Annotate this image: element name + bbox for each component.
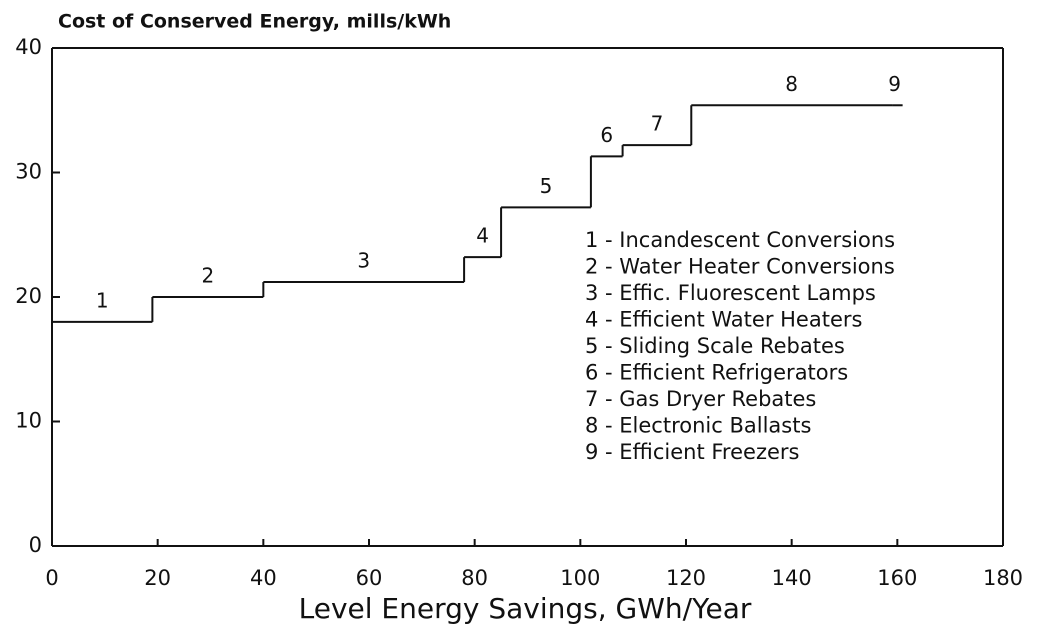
- step-label: 1: [96, 288, 109, 312]
- y-tick-label: 10: [15, 409, 42, 433]
- step-label: 2: [201, 264, 214, 288]
- legend-entry: 6 - Efficient Refrigerators: [585, 361, 848, 385]
- legend-entry: 3 - Effic. Fluorescent Lamps: [585, 281, 876, 305]
- legend-entry: 7 - Gas Dryer Rebates: [585, 387, 816, 411]
- x-tick-label: 40: [250, 566, 277, 590]
- x-tick-label: 140: [772, 566, 812, 590]
- legend-entry: 9 - Efficient Freezers: [585, 440, 799, 464]
- x-tick-label: 180: [983, 566, 1023, 590]
- x-tick-label: 100: [560, 566, 600, 590]
- legend-entry: 5 - Sliding Scale Rebates: [585, 334, 845, 358]
- step-label: 6: [600, 123, 613, 147]
- legend-entry: 2 - Water Heater Conversions: [585, 255, 895, 279]
- x-tick-label: 160: [877, 566, 917, 590]
- x-axis-label: Level Energy Savings, GWh/Year: [299, 592, 752, 625]
- x-tick-label: 80: [461, 566, 488, 590]
- step-label: 8: [785, 72, 798, 96]
- step-label: 3: [357, 249, 370, 273]
- legend-entry: 4 - Efficient Water Heaters: [585, 308, 862, 332]
- x-tick-label: 0: [45, 566, 58, 590]
- x-tick-label: 60: [356, 566, 383, 590]
- x-tick-label: 20: [144, 566, 171, 590]
- x-tick-label: 120: [666, 566, 706, 590]
- y-tick-label: 40: [15, 35, 42, 59]
- legend-entry: 8 - Electronic Ballasts: [585, 414, 811, 438]
- legend-entry: 1 - Incandescent Conversions: [585, 228, 895, 252]
- step-label: 9: [888, 72, 901, 96]
- y-tick-label: 30: [15, 160, 42, 184]
- y-tick-label: 20: [15, 284, 42, 308]
- y-tick-label: 0: [29, 533, 42, 557]
- chart-title: Cost of Conserved Energy, mills/kWh: [58, 11, 451, 33]
- step-label: 5: [540, 174, 553, 198]
- step-label: 7: [651, 112, 664, 136]
- step-label: 4: [476, 224, 489, 248]
